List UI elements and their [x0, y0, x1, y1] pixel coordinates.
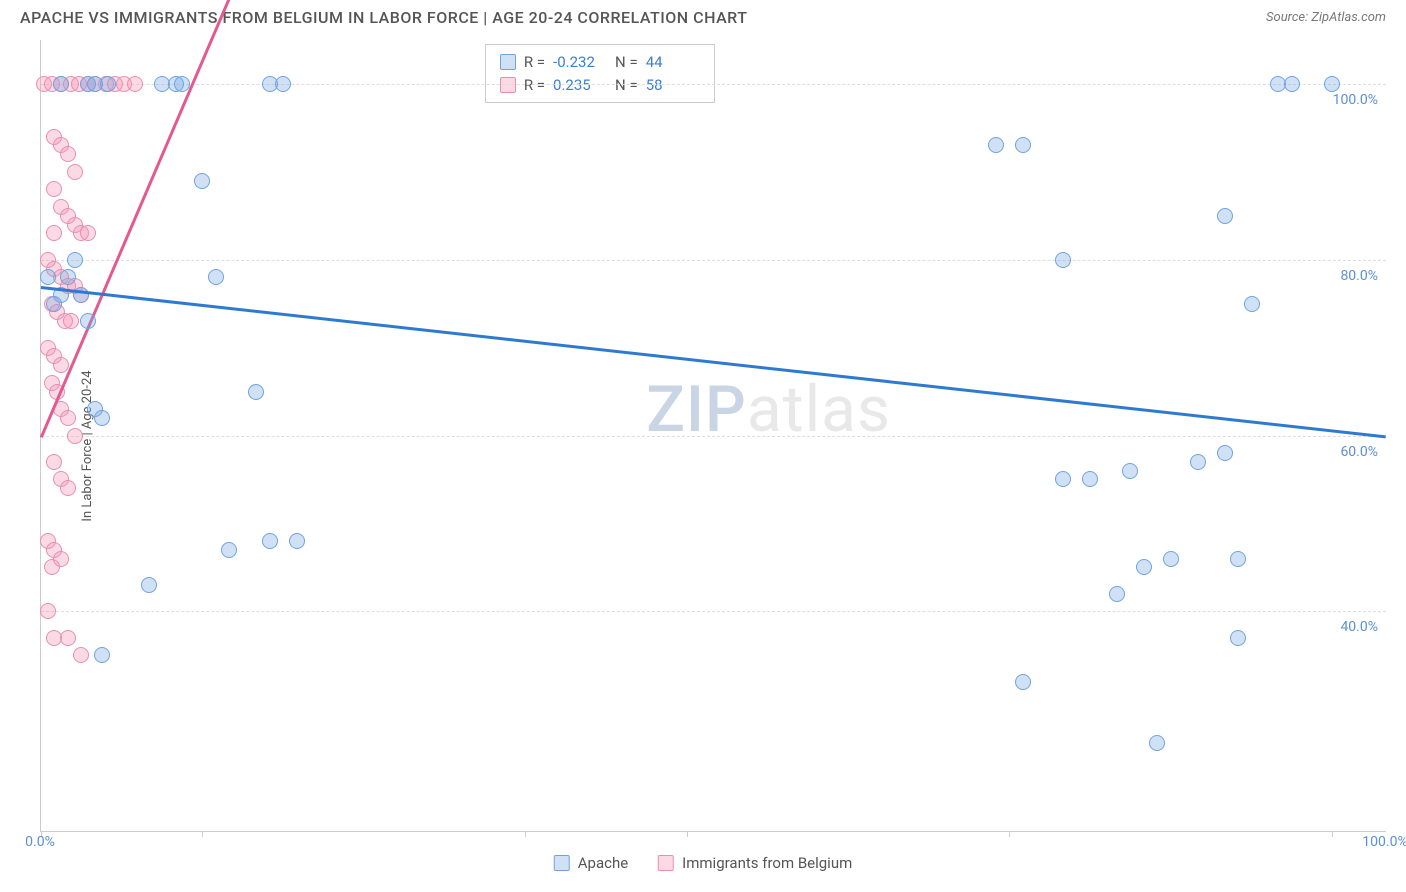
gridline	[41, 84, 1386, 85]
legend-swatch-icon	[500, 54, 516, 70]
x-tick-label: 100.0%	[1362, 834, 1406, 850]
chart-title: APACHE VS IMMIGRANTS FROM BELGIUM IN LAB…	[20, 8, 747, 27]
legend-label: Apache	[578, 854, 628, 872]
data-point	[60, 269, 76, 285]
data-point	[94, 410, 110, 426]
data-point	[44, 559, 60, 575]
data-point	[46, 296, 62, 312]
legend-n-value: 44	[646, 51, 700, 74]
data-point	[60, 480, 76, 496]
data-point	[100, 76, 116, 92]
legend-swatch-icon	[554, 855, 570, 871]
y-tick-label: 100.0%	[1333, 92, 1378, 108]
data-point	[1149, 735, 1165, 751]
data-point	[988, 137, 1004, 153]
data-point	[80, 225, 96, 241]
chart-header: APACHE VS IMMIGRANTS FROM BELGIUM IN LAB…	[0, 0, 1406, 31]
data-point	[40, 269, 56, 285]
data-point	[40, 603, 56, 619]
data-point	[67, 252, 83, 268]
data-point	[1324, 76, 1340, 92]
scatter-chart: ZIPatlas R =-0.232N =44R =0.235N =58 40.…	[40, 40, 1386, 832]
data-point	[1082, 471, 1098, 487]
series-legend: Apache Immigrants from Belgium	[554, 854, 853, 872]
x-tick-label: 0.0%	[25, 834, 55, 850]
data-point	[1055, 471, 1071, 487]
data-point	[67, 164, 83, 180]
data-point	[1217, 445, 1233, 461]
data-point	[1230, 551, 1246, 567]
data-point	[1055, 252, 1071, 268]
y-tick-label: 40.0%	[1340, 619, 1378, 635]
legend-r-label: R =	[524, 51, 545, 74]
data-point	[46, 181, 62, 197]
data-point	[1190, 454, 1206, 470]
gridline	[41, 611, 1386, 612]
data-point	[53, 76, 69, 92]
data-point	[1244, 296, 1260, 312]
data-point	[60, 146, 76, 162]
data-point	[60, 630, 76, 646]
data-point	[1163, 551, 1179, 567]
data-point	[248, 384, 264, 400]
data-point	[221, 542, 237, 558]
chart-source: Source: ZipAtlas.com	[1266, 10, 1386, 25]
legend-item-belgium: Immigrants from Belgium	[658, 854, 852, 872]
data-point	[174, 76, 190, 92]
data-point	[1230, 630, 1246, 646]
data-point	[63, 313, 79, 329]
data-point	[1122, 463, 1138, 479]
x-axis-labels: 0.0%100.0%	[40, 834, 1386, 854]
correlation-legend: R =-0.232N =44R =0.235N =58	[485, 44, 715, 103]
gridline	[41, 260, 1386, 261]
data-point	[262, 533, 278, 549]
data-point	[141, 577, 157, 593]
data-point	[1109, 586, 1125, 602]
data-point	[60, 410, 76, 426]
data-point	[1284, 76, 1300, 92]
data-point	[275, 76, 291, 92]
data-point	[1217, 208, 1233, 224]
data-point	[127, 76, 143, 92]
legend-item-apache: Apache	[554, 854, 628, 872]
y-tick-label: 80.0%	[1340, 268, 1378, 284]
legend-row: R = -0.232 N = 44	[500, 51, 700, 74]
data-point	[46, 454, 62, 470]
data-point	[46, 225, 62, 241]
data-point	[1136, 559, 1152, 575]
legend-label: Immigrants from Belgium	[682, 854, 852, 872]
data-point	[1015, 674, 1031, 690]
data-point	[94, 647, 110, 663]
data-point	[289, 533, 305, 549]
legend-r-value: -0.232	[553, 51, 607, 74]
data-point	[73, 647, 89, 663]
legend-n-label: N =	[615, 51, 638, 74]
data-point	[67, 428, 83, 444]
data-point	[1015, 137, 1031, 153]
y-tick-label: 60.0%	[1340, 444, 1378, 460]
data-point	[80, 313, 96, 329]
data-point	[194, 173, 210, 189]
data-point	[208, 269, 224, 285]
trend-line	[41, 286, 1386, 438]
legend-swatch-icon	[658, 855, 674, 871]
gridline	[41, 436, 1386, 437]
